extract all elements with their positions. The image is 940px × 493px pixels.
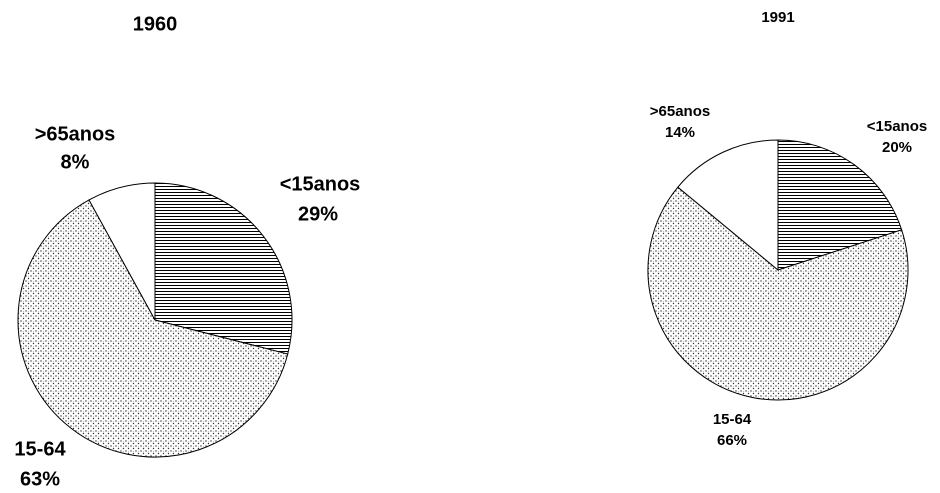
slice-value-label: 63%: [20, 468, 60, 490]
slice-label: >65anos: [35, 123, 116, 145]
pie-slice: [154, 182, 293, 355]
slice-value-label: 8%: [61, 151, 90, 173]
slice-value-label: 14%: [665, 124, 695, 141]
chart-title: 1960: [133, 13, 178, 35]
slice-value-label: 66%: [717, 432, 747, 449]
slice-label: <15anos: [867, 118, 927, 135]
pie-slice: [647, 186, 909, 401]
slice-value-label: 29%: [298, 203, 338, 225]
slice-label: <15anos: [280, 173, 361, 195]
slice-label: 15-64: [713, 411, 752, 428]
slice-value-label: 20%: [882, 139, 912, 156]
pie-slice: [677, 139, 779, 272]
chart-title: 1991: [761, 9, 794, 26]
pie-slice: [17, 199, 289, 458]
pie-slice: [777, 139, 903, 271]
pie-slice: [88, 182, 156, 321]
slice-label: >65anos: [650, 103, 710, 120]
slice-label: 15-64: [14, 438, 66, 460]
